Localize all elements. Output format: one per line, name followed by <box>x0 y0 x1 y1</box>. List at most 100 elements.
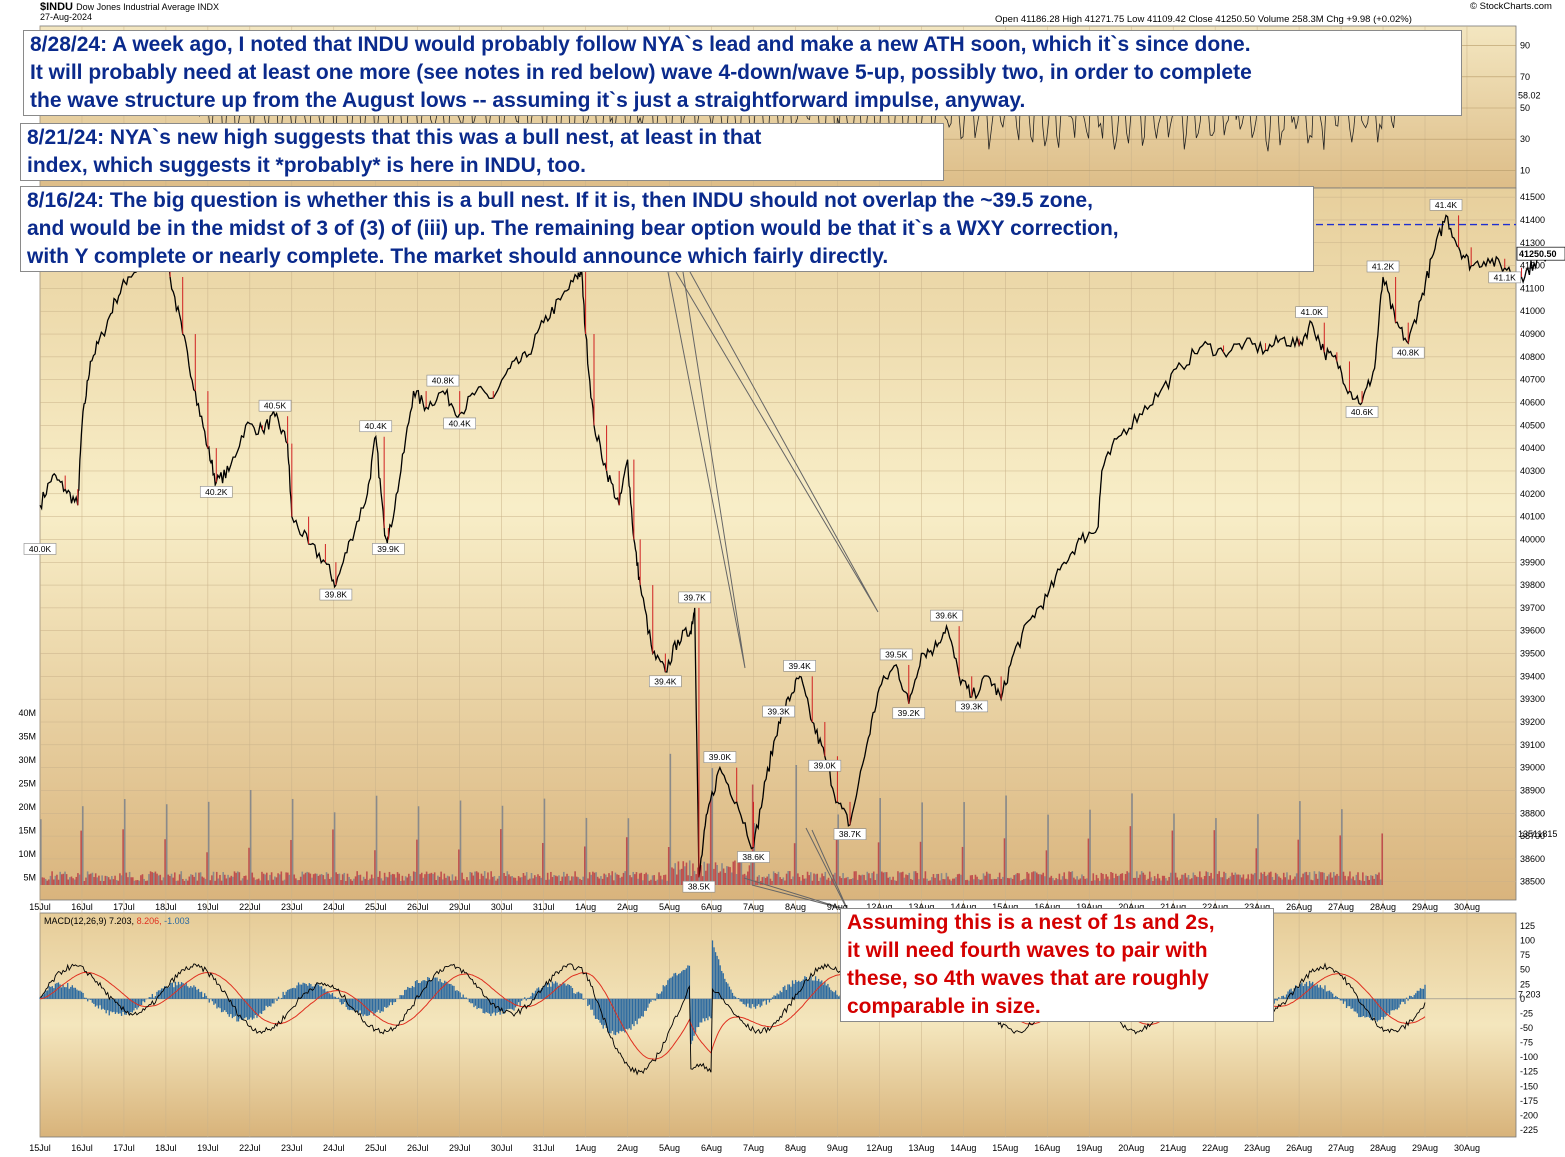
date-tick-label-bottom: 14Aug <box>950 1143 976 1153</box>
volume-bar <box>1308 872 1311 885</box>
volume-bar <box>366 871 368 885</box>
volume-bar <box>1092 873 1095 885</box>
volume-bar <box>483 871 486 885</box>
date-tick-label-bottom: 29Aug <box>1412 1143 1438 1153</box>
volume-bar <box>877 842 880 885</box>
macd-tick-label: 0 <box>1520 994 1525 1004</box>
volume-bar <box>1337 875 1340 885</box>
volume-bar <box>291 798 294 885</box>
note-0821-line1: 8/21/24: NYA`s new high suggests that th… <box>27 126 762 149</box>
volume-bar <box>1027 873 1030 885</box>
volume-bar <box>1289 875 1292 885</box>
volume-bar <box>70 876 73 885</box>
volume-bar <box>939 880 941 885</box>
swing-label-box <box>23 543 57 555</box>
volume-bar <box>600 876 602 885</box>
volume-bar <box>734 860 736 885</box>
volume-bar <box>1341 809 1343 885</box>
volume-bar <box>1195 876 1198 885</box>
volume-bar <box>682 861 685 885</box>
volume-bar <box>1310 879 1312 885</box>
swing-label-text: 40.8K <box>432 376 455 386</box>
volume-bar <box>696 867 699 885</box>
volume-bar <box>529 878 531 885</box>
date-tick-label: 22Jul <box>239 902 261 912</box>
volume-bar <box>982 873 985 885</box>
volume-bar <box>676 874 678 885</box>
volume-bar <box>285 872 287 885</box>
note-0816-line3: with Y complete or nearly complete. The … <box>27 245 889 268</box>
volume-bar <box>706 863 709 885</box>
volume-bar <box>1286 872 1288 885</box>
volume-bar <box>935 874 938 885</box>
volume-bar <box>1245 878 1248 885</box>
volume-bar <box>141 874 144 885</box>
volume-bar <box>72 878 74 885</box>
volume-bar <box>246 879 249 885</box>
last-value-text: 41250.50 <box>1519 249 1557 259</box>
volume-bar <box>963 802 965 885</box>
volume-bar <box>625 837 628 885</box>
volume-bar <box>1152 880 1154 885</box>
volume-bar <box>947 876 949 885</box>
volume-bar <box>1258 879 1261 885</box>
volume-bar <box>1305 871 1308 885</box>
volume-bar <box>687 875 689 885</box>
note-0816: 8/16/24: The big question is whether thi… <box>20 186 1314 272</box>
volume-bar <box>501 805 504 885</box>
volume-bar <box>785 873 788 885</box>
volume-bar <box>196 880 199 885</box>
volume-bar <box>974 874 977 885</box>
date-tick-label: 29Aug <box>1412 902 1438 912</box>
volume-bar <box>299 876 302 885</box>
volume-bar <box>362 876 365 885</box>
volume-bar <box>705 870 707 885</box>
volume-bar <box>81 806 84 885</box>
volume-bar <box>1014 874 1017 885</box>
volume-bar <box>1150 877 1153 885</box>
volume-bar <box>261 871 263 885</box>
volume-bar <box>1321 872 1324 885</box>
volume-bar <box>1326 876 1329 885</box>
volume-bar <box>653 875 656 885</box>
volume-bar <box>805 878 807 885</box>
volume-bar <box>989 873 991 885</box>
volume-bar <box>1263 871 1266 885</box>
volume-bar <box>322 875 325 885</box>
volume-bar <box>286 872 289 885</box>
volume-bar <box>559 880 562 885</box>
volume-bar <box>65 874 68 885</box>
rsi-tick-label: 90 <box>1520 41 1530 51</box>
volume-bar <box>614 872 617 885</box>
volume-bar <box>485 878 488 885</box>
volume-bar <box>125 872 128 885</box>
volume-bar <box>966 879 969 885</box>
volume-bar <box>243 875 245 885</box>
swing-label-box <box>319 588 353 601</box>
volume-bar <box>948 879 951 885</box>
volume-bar <box>777 871 780 885</box>
price-tick-label: 39300 <box>1520 694 1545 704</box>
volume-bar <box>1218 871 1220 885</box>
volume-bar <box>1148 871 1151 885</box>
macd-tick-label: -150 <box>1520 1081 1538 1091</box>
volume-bar <box>1055 878 1057 885</box>
rsi-tick-label: 70 <box>1520 72 1530 82</box>
volume-bar <box>41 877 44 885</box>
volume-bar <box>656 879 659 885</box>
note-0816-line2: and would be in the midst of 3 of (3) of… <box>27 217 1119 240</box>
volume-bar <box>569 880 572 885</box>
volume-bar <box>567 876 570 885</box>
volume-bar <box>225 878 228 885</box>
volume-bar <box>354 876 357 885</box>
volume-bar <box>1103 878 1106 885</box>
volume-bar <box>446 875 449 885</box>
volume-bar <box>587 878 589 885</box>
volume-bar <box>788 871 791 885</box>
swing-label: 41.2K <box>1366 260 1400 273</box>
volume-bar <box>490 871 492 885</box>
price-tick-label: 40200 <box>1520 489 1545 499</box>
volume-bar <box>911 879 914 885</box>
volume-bar <box>236 871 239 885</box>
volume-bar <box>953 878 956 885</box>
